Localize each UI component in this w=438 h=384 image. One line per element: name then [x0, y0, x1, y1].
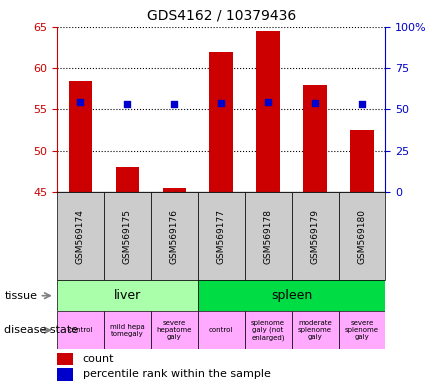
- FancyBboxPatch shape: [151, 311, 198, 349]
- FancyBboxPatch shape: [104, 192, 151, 280]
- Text: spleen: spleen: [271, 289, 312, 302]
- FancyBboxPatch shape: [245, 192, 292, 280]
- Text: GSM569180: GSM569180: [357, 209, 367, 264]
- Text: severe
hepatome
galy: severe hepatome galy: [156, 320, 192, 340]
- FancyBboxPatch shape: [245, 311, 292, 349]
- FancyBboxPatch shape: [339, 311, 385, 349]
- Bar: [303, 85, 327, 192]
- Bar: [256, 31, 280, 192]
- FancyBboxPatch shape: [104, 311, 151, 349]
- Text: splenome
galy (not
enlarged): splenome galy (not enlarged): [251, 320, 285, 341]
- Point: [77, 99, 84, 105]
- FancyBboxPatch shape: [198, 280, 385, 311]
- Text: percentile rank within the sample: percentile rank within the sample: [83, 369, 271, 379]
- FancyBboxPatch shape: [292, 311, 339, 349]
- Text: GSM569177: GSM569177: [217, 209, 226, 264]
- Text: moderate
splenome
galy: moderate splenome galy: [298, 320, 332, 340]
- Bar: [57, 353, 74, 365]
- Text: GSM569179: GSM569179: [311, 209, 320, 264]
- Bar: [162, 188, 186, 192]
- FancyBboxPatch shape: [57, 192, 104, 280]
- Bar: [350, 130, 374, 192]
- FancyBboxPatch shape: [198, 192, 245, 280]
- Point: [265, 99, 272, 105]
- Bar: [57, 369, 74, 381]
- Point: [171, 101, 178, 108]
- Point: [218, 100, 225, 106]
- Text: GSM569176: GSM569176: [170, 209, 179, 264]
- Text: control: control: [209, 327, 233, 333]
- Point: [358, 101, 365, 107]
- Text: GSM569174: GSM569174: [76, 209, 85, 263]
- Text: control: control: [68, 327, 92, 333]
- Text: GSM569178: GSM569178: [264, 209, 272, 264]
- FancyBboxPatch shape: [339, 192, 385, 280]
- FancyBboxPatch shape: [292, 192, 339, 280]
- Bar: [209, 52, 233, 192]
- Text: liver: liver: [114, 289, 141, 302]
- Text: severe
splenome
galy: severe splenome galy: [345, 320, 379, 340]
- Text: mild hepa
tomegaly: mild hepa tomegaly: [110, 324, 145, 337]
- Title: GDS4162 / 10379436: GDS4162 / 10379436: [147, 9, 296, 23]
- Text: tissue: tissue: [4, 291, 37, 301]
- Point: [124, 101, 131, 108]
- FancyBboxPatch shape: [57, 280, 198, 311]
- Text: GSM569175: GSM569175: [123, 209, 132, 264]
- Text: disease state: disease state: [4, 325, 78, 335]
- FancyBboxPatch shape: [151, 192, 198, 280]
- FancyBboxPatch shape: [57, 311, 104, 349]
- Point: [311, 100, 318, 106]
- Bar: [69, 81, 92, 192]
- Text: count: count: [83, 354, 114, 364]
- Bar: [116, 167, 139, 192]
- FancyBboxPatch shape: [198, 311, 245, 349]
